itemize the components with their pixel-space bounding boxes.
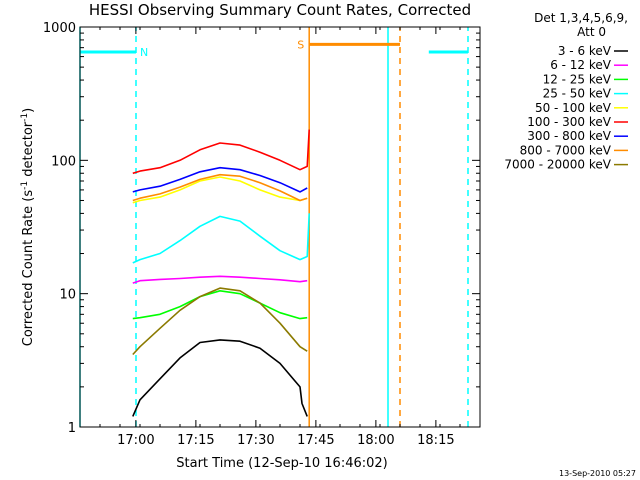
series-line <box>132 275 308 284</box>
series-line <box>132 213 310 264</box>
x-tick-label: 17:15 <box>177 433 214 448</box>
y-axis-label-suffix: ) <box>21 108 36 113</box>
x-tick-label: 18:00 <box>357 433 394 448</box>
legend-label: 7000 - 20000 keV <box>504 158 611 172</box>
series-line <box>132 339 308 417</box>
legend-label: 25 - 50 keV <box>543 87 612 101</box>
y-tick-label: 1 <box>68 421 76 436</box>
legend-label: 3 - 6 keV <box>558 44 612 58</box>
series-line <box>132 166 308 193</box>
legend-label: 6 - 12 keV <box>550 58 612 72</box>
flag-label: S <box>297 38 304 51</box>
y-tick-label: 10 <box>59 288 76 303</box>
ticks-layer: 17:00 17:15 17:30 17:45 18:00 18:15 1 10 100 1000 <box>43 21 481 448</box>
legend-label: 12 - 25 keV <box>543 72 612 86</box>
legend-label: 300 - 800 keV <box>527 129 611 143</box>
legend-label: 50 - 100 keV <box>535 101 612 115</box>
series-line <box>132 173 308 202</box>
x-tick-label: 17:30 <box>237 433 274 448</box>
legend-header-line2: Att 0 <box>577 25 606 39</box>
y-tick-label: 100 <box>51 154 76 169</box>
flag-label: N <box>140 46 148 59</box>
series-line <box>132 287 308 356</box>
series-line <box>132 289 308 320</box>
flags-layer: NS <box>79 27 469 427</box>
y-axis-label-sup1: -1 <box>20 181 30 190</box>
y-axis-label-prefix: Corrected Count Rate (s <box>21 190 36 347</box>
x-tick-label: 17:45 <box>297 433 334 448</box>
series-line <box>132 129 310 175</box>
legend-label: 100 - 300 keV <box>527 115 611 129</box>
legend-label: 800 - 7000 keV <box>520 143 612 157</box>
x-tick-label: 18:15 <box>417 433 454 448</box>
x-tick-label: 17:00 <box>117 433 154 448</box>
plot-frame <box>79 26 481 428</box>
y-axis-label-sup2: -1 <box>20 113 30 122</box>
y-axis-label: Corrected Count Rate (s-1 detector-1) <box>20 108 36 346</box>
series-layer <box>132 129 310 417</box>
x-axis-label: Start Time (12-Sep-10 16:46:02) <box>176 456 387 471</box>
y-axis-label-mid: detector <box>21 121 36 181</box>
legend-header-line1: Det 1,3,4,5,6,9, <box>534 11 628 25</box>
y-tick-label: 1000 <box>43 21 76 36</box>
chart-title: HESSI Observing Summary Count Rates, Cor… <box>89 1 471 19</box>
series-line <box>132 176 308 204</box>
footer-timestamp: 13-Sep-2010 05:27 <box>559 469 636 478</box>
